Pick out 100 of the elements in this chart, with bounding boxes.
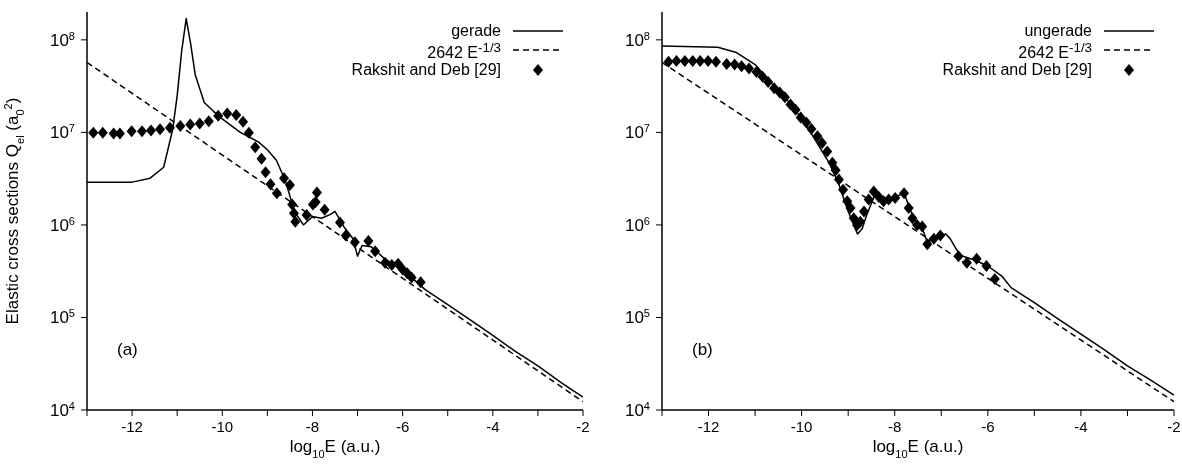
point [284,179,295,192]
x-tick-label: -8 [305,418,320,435]
point [290,215,301,228]
point [785,98,796,111]
y-tick-label: 10$^{7}$ [624,122,650,143]
point [989,273,1000,286]
y-tick-label: 10$^{8}$ [49,29,75,50]
point [256,152,267,165]
x-axis-title: log$_{10}$E (a.u.) [872,437,964,460]
point [301,209,312,222]
point [774,86,785,99]
point [907,212,918,225]
legend-label: 2642 E$^{-1/3}$ [427,39,501,62]
point [899,187,910,200]
point [250,141,261,154]
y-tick-label: 10$^{4}$ [49,400,75,420]
x-tick-label: -10 [211,418,234,435]
point [721,57,732,70]
point [185,118,196,131]
point [903,202,914,215]
point [928,232,939,245]
point [175,120,186,133]
x-tick-label: -2 [1167,418,1181,435]
point [319,203,330,216]
point [671,55,682,68]
point [88,126,99,139]
point [279,172,290,185]
point [238,115,249,128]
point [822,145,833,158]
point [146,124,157,137]
point [922,238,933,251]
point [779,91,790,104]
annotation: (b) [692,340,713,360]
point [845,202,856,215]
point [890,192,901,205]
point [961,256,972,269]
y-tick-label: 10$^{6}$ [49,214,75,235]
point [833,173,844,186]
point [744,62,755,75]
point [203,115,214,128]
x-tick-label: -10 [790,418,813,435]
point [710,55,721,68]
point [953,250,964,263]
point [830,164,841,177]
x-tick-label: -4 [486,418,500,435]
point [827,156,838,169]
x-tick-label: -12 [697,418,720,435]
annotation: (a) [117,340,138,360]
point [763,76,774,89]
point [311,186,322,199]
point [334,216,345,229]
x-tick-label: -8 [888,418,902,435]
point [213,109,224,122]
point [137,125,148,138]
legend-label: ungerade [1024,22,1092,39]
point [790,103,801,116]
point [806,122,817,135]
point [288,207,299,220]
point [265,178,276,191]
point [97,126,108,139]
point [370,245,381,258]
point [415,276,426,289]
legend-label: Rakshit and Deb [29] [351,61,501,79]
point [340,229,351,242]
point [868,185,879,198]
point [971,252,982,265]
y-tick-label: 10$^{4}$ [624,400,650,420]
point [260,166,271,179]
y-tick-label: 10$^{5}$ [49,307,75,328]
point [863,193,874,206]
point [769,82,780,95]
point [751,65,762,78]
x-tick-label: -4 [1074,418,1088,435]
point [406,271,417,284]
point [231,109,242,122]
y-tick-label: 10$^{7}$ [49,122,75,143]
point [795,111,806,124]
point [155,123,166,136]
point [271,187,282,200]
point [838,183,849,196]
point [194,117,205,130]
x-tick-label: -12 [121,418,143,435]
y-tick-label: 10$^{6}$ [624,214,650,235]
point [935,229,946,242]
x-tick-label: -6 [981,418,995,435]
point [164,121,175,134]
point [349,236,360,249]
x-tick-label: -6 [395,418,410,435]
point [703,55,714,68]
y-tick-label: 10$^{8}$ [624,29,650,50]
point [801,116,812,129]
point [812,130,823,143]
point [859,205,870,218]
point [393,257,404,270]
legend-label: Rakshit and Deb [29] [942,61,1092,79]
point [679,55,690,68]
point [126,125,137,138]
legend-label: 2642 E$^{-1/3}$ [1018,39,1092,62]
point [687,55,698,68]
point [222,107,233,120]
